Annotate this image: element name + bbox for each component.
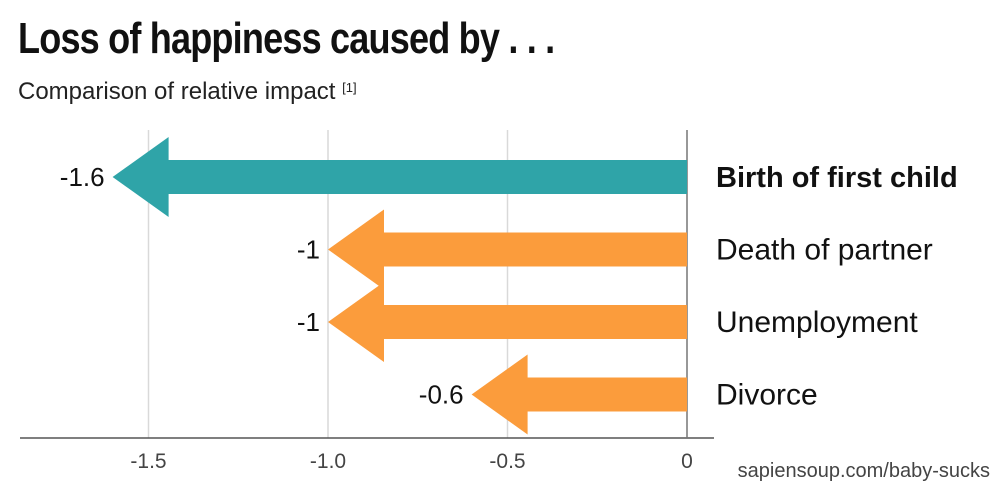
bar-arrow	[112, 137, 688, 217]
value-label: -1	[297, 235, 320, 265]
bar-arrow	[328, 282, 687, 362]
bar-arrow	[328, 209, 687, 290]
value-label: -0.6	[419, 380, 464, 410]
value-label: -1	[297, 307, 320, 337]
value-label: -1.6	[60, 162, 105, 192]
category-label: Unemployment	[716, 306, 918, 339]
bar-arrow	[471, 354, 687, 435]
chart-subtitle: Comparison of relative impact [1]	[18, 78, 357, 106]
x-tick-label: -1.5	[130, 450, 166, 473]
footnote-marker: [1]	[342, 80, 357, 95]
category-labels: Birth of first child Death of partner Unem…	[716, 162, 958, 412]
source-credit: sapiensoup.com/baby-sucks	[737, 460, 990, 482]
category-label: Divorce	[716, 379, 818, 412]
bar-series: -1.6 -1 -1 -0.6	[60, 137, 688, 435]
x-tick-label: -1.0	[310, 450, 346, 473]
category-label: Birth of first child	[716, 162, 958, 194]
x-tick-label: -0.5	[489, 450, 525, 473]
subtitle-text: Comparison of relative impact	[18, 78, 336, 105]
x-tick-label: 0	[681, 450, 693, 473]
chart-title: Loss of happiness caused by . . .	[18, 14, 555, 63]
category-label: Death of partner	[716, 234, 933, 267]
x-axis-ticks: -1.5 -1.0 -0.5 0	[130, 450, 692, 473]
